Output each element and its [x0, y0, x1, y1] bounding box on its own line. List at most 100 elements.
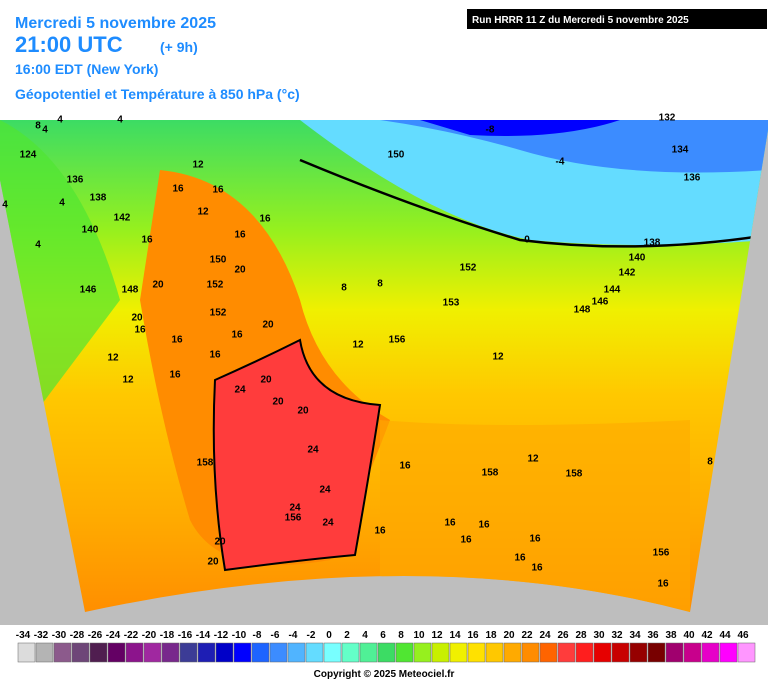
contour-label: 16 [259, 214, 271, 225]
contour-label: 12 [192, 160, 204, 171]
scale-swatch [629, 642, 648, 663]
scale-swatch [125, 642, 144, 663]
contour-label: 24 [289, 503, 301, 514]
contour-label: 132 [659, 113, 676, 124]
scale-label: 14 [449, 630, 461, 641]
lead-time: (+ 9h) [160, 39, 198, 55]
contour-label: 16 [171, 335, 183, 346]
contour-label: 16 [529, 534, 541, 545]
contour-label: 16 [169, 370, 181, 381]
scale-label: -24 [106, 630, 121, 641]
contour-label: 158 [566, 469, 583, 480]
run-box [467, 9, 767, 29]
utc-time: 21:00 UTC [15, 32, 123, 57]
scale-label: -14 [196, 630, 211, 641]
scale-swatch [71, 642, 90, 663]
contour-label: 4 [2, 200, 8, 211]
contour-label: 140 [629, 253, 646, 264]
scale-label: 10 [413, 630, 425, 641]
scale-label: -16 [178, 630, 193, 641]
scale-swatch [449, 642, 468, 663]
contour-label: 0 [524, 235, 530, 246]
contour-label: 152 [460, 263, 477, 274]
contour-label: 12 [122, 375, 134, 386]
contour-label: 4 [42, 125, 48, 136]
contour-label: 24 [307, 445, 319, 456]
scale-swatch [377, 642, 396, 663]
contour-label: 153 [443, 298, 460, 309]
contour-label: 146 [80, 285, 97, 296]
scale-swatch [179, 642, 198, 663]
scale-swatch [161, 642, 180, 663]
contour-label: 150 [210, 255, 227, 266]
scale-swatch [665, 642, 684, 663]
contour-label: 12 [492, 352, 504, 363]
contour-label: 8 [35, 121, 41, 132]
scale-label: -12 [214, 630, 229, 641]
scale-label: -4 [289, 630, 298, 641]
scale-label: 34 [629, 630, 641, 641]
contour-label: 24 [234, 385, 246, 396]
scale-swatch [269, 642, 288, 663]
contour-label: 24 [319, 485, 331, 496]
scale-label: 28 [575, 630, 587, 641]
contour-label: 8 [377, 279, 383, 290]
contour-label: 12 [107, 353, 119, 364]
scale-label: 12 [431, 630, 443, 641]
contour-label: 4 [59, 198, 65, 209]
contour-label: 136 [67, 175, 84, 186]
scale-swatch [233, 642, 252, 663]
scale-swatch [575, 642, 594, 663]
contour-label: 8 [707, 457, 713, 468]
contour-label: 4 [117, 115, 123, 126]
contour-label: 12 [352, 340, 364, 351]
contour-label: 16 [212, 185, 224, 196]
contour-label: 4 [35, 240, 41, 251]
scale-label: 18 [485, 630, 497, 641]
scale-label: -2 [307, 630, 316, 641]
scale-swatch [701, 642, 720, 663]
scale-label: 32 [611, 630, 623, 641]
scale-label: 46 [737, 630, 749, 641]
contour-label: 156 [285, 513, 302, 524]
date: Mercredi 5 novembre 2025 [15, 15, 216, 32]
contour-label: 16 [657, 579, 669, 590]
scale-swatch [89, 642, 108, 663]
contour-label: 20 [262, 320, 274, 331]
contour-label: 16 [231, 330, 243, 341]
scale-swatch [719, 642, 738, 663]
scale-swatch [539, 642, 558, 663]
scale-swatch [737, 642, 756, 663]
contour-label: 140 [82, 225, 99, 236]
contour-label: 20 [131, 313, 143, 324]
contour-label: 16 [141, 235, 153, 246]
scale-label: -28 [70, 630, 85, 641]
scale-label: -34 [16, 630, 31, 641]
contour-label: 124 [20, 150, 37, 161]
contour-label: 16 [374, 526, 386, 537]
scale-label: -6 [271, 630, 280, 641]
scale-swatch [557, 642, 576, 663]
contour-label: 148 [574, 305, 591, 316]
contour-label: 156 [653, 548, 670, 559]
contour-label: 16 [209, 350, 221, 361]
contour-label: 136 [684, 173, 701, 184]
scale-label: 8 [398, 630, 404, 641]
contour-label: 20 [260, 375, 272, 386]
scale-label: -18 [160, 630, 175, 641]
scale-swatch [323, 642, 342, 663]
contour-label: 16 [444, 518, 456, 529]
scale-swatch [143, 642, 162, 663]
scale-label: 42 [701, 630, 713, 641]
contour-label: 16 [399, 461, 411, 472]
contour-label: 158 [197, 458, 214, 469]
contour-label: 20 [234, 265, 246, 276]
scale-label: 26 [557, 630, 569, 641]
contour-label: 156 [389, 335, 406, 346]
contour-label: 20 [152, 280, 164, 291]
field-title: Géopotentiel et Température à 850 hPa (°… [15, 86, 300, 102]
contour-label: 12 [527, 454, 539, 465]
contour-label: 138 [90, 193, 107, 204]
contour-label: 4 [57, 115, 63, 126]
